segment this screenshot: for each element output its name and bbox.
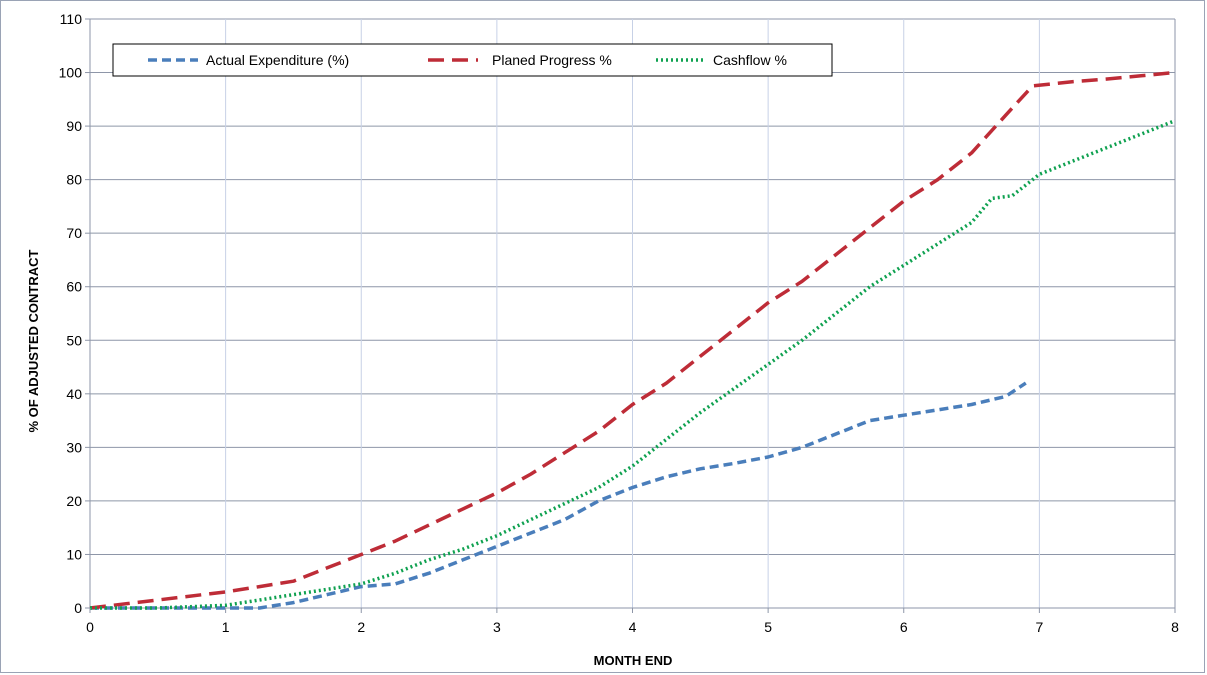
x-tick-label: 8 (1171, 619, 1179, 635)
x-axis-ticks: 0 1 2 3 4 5 6 7 8 (86, 608, 1179, 635)
x-tick-label: 7 (1035, 619, 1043, 635)
y-tick-label: 80 (66, 172, 82, 188)
x-tick-label: 3 (493, 619, 501, 635)
x-tick-label: 4 (629, 619, 637, 635)
y-tick-label: 20 (66, 493, 82, 509)
y-axis-ticks: 0 10 20 30 40 50 60 70 80 90 100 110 (59, 11, 90, 616)
x-tick-label: 6 (900, 619, 908, 635)
x-axis-title: MONTH END (594, 653, 673, 668)
x-tick-label: 2 (357, 619, 365, 635)
series-line-2 (89, 70, 1176, 610)
x-tick-label: 1 (222, 619, 230, 635)
series-line-3 (90, 119, 1176, 610)
series-line-1 (90, 381, 1027, 610)
y-tick-label: 60 (66, 279, 82, 295)
grid (90, 18, 1175, 608)
legend-label-1: Actual Expenditure (%) (206, 52, 349, 68)
legend: Actual Expenditure (%) Planed Progress % C… (112, 43, 833, 77)
x-tick-label: 0 (86, 619, 94, 635)
legend-box (112, 43, 833, 77)
y-tick-label: 40 (66, 386, 82, 402)
y-tick-label: 30 (66, 439, 82, 455)
y-tick-label: 10 (66, 546, 82, 562)
legend-label-3: Cashflow % (713, 52, 787, 68)
y-tick-label: 50 (66, 332, 82, 348)
y-tick-label: 90 (66, 118, 82, 134)
y-tick-label: 110 (60, 11, 83, 27)
y-axis-title: % OF ADJUSTED CONTRACT (26, 249, 41, 432)
series-layer (89, 70, 1176, 610)
y-tick-label: 100 (59, 65, 83, 81)
x-tick-label: 5 (764, 619, 772, 635)
legend-label-2: Planed Progress % (492, 52, 612, 68)
y-tick-label: 0 (74, 600, 82, 616)
y-tick-label: 70 (66, 225, 82, 241)
